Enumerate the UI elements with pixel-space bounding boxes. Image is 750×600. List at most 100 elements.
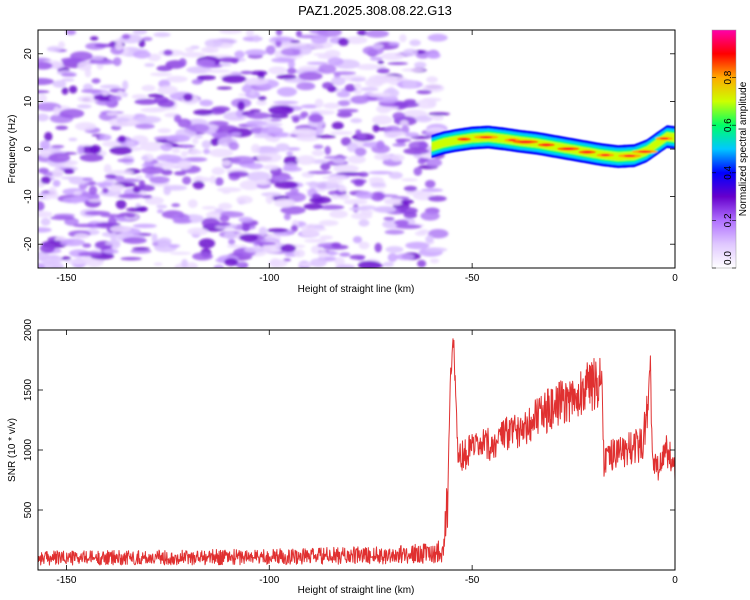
spectrogram-noise-cell [358,219,370,227]
spectrogram-noise-cell [259,122,283,127]
spectrogram-noise-cell [169,251,192,255]
spectrogram-noise-cell [150,72,172,77]
spectrogram-noise-cell [290,224,298,232]
spectrogram-noise-cell [68,137,78,142]
spectrogram-noise-cell [372,124,380,133]
spectrogram-noise-cell [229,156,256,165]
spectrogram-noise-cell [388,41,400,46]
spectrogram-noise-cell [55,125,68,130]
spectrogram-noise-cell [104,241,120,246]
spectrogram-noise-cell [357,260,382,268]
spectrogram-noise-cell [317,126,324,135]
spectrogram-noise-cell [89,144,102,154]
spectrogram-noise-cell [238,216,254,223]
spectrogram-noise-cell [192,137,199,145]
spectrogram-noise-cell [405,241,430,250]
spectrogram-noise-cell [337,185,347,192]
spectrogram-noise-cell [219,30,243,34]
spectrogram-noise-cell [121,34,131,40]
spectrogram-signal-peak [623,154,636,157]
spectrogram-noise-cell [102,187,109,194]
spectrogram-noise-cell [222,190,231,194]
spectrogram-noise-cell [339,252,351,257]
spectrogram-noise-cell [51,265,59,268]
spectrogram-noise-cell [196,59,216,68]
spectrogram-noise-cell [49,254,59,261]
spectrogram-noise-cell [348,207,369,211]
spectrogram-noise-cell [306,227,327,231]
spectrogram-noise-cell [331,76,346,86]
spectrogram-noise-cell [318,220,339,226]
spectrogram-noise-cell [384,229,405,235]
spectrogram-noise-cell [115,42,124,51]
snr-panel: -150 -100 -50 0 500 1000 1500 2000 Height of s… [7,318,678,596]
spectrogram-noise-cell [40,176,51,184]
x-tick-label: -50 [465,273,480,284]
spectrogram-noise-cell [134,98,158,105]
spectrogram-signal-layer [431,125,675,168]
spectrogram-noise-cell [388,171,403,179]
spectrogram-noise-cell [317,64,337,74]
spectrogram-noise-cell [178,58,187,67]
spectrogram-noise-cell [227,244,240,248]
spectrogram-noise-cell [118,135,126,143]
spectrogram-noise-cell [258,226,268,236]
spectrogram-noise-cell [48,186,57,196]
spectrogram-noise-cell [201,140,212,149]
spectrogram-noise-cell [241,84,253,93]
spectrogram-noise-cell [271,57,295,63]
spectrogram-noise-cell [335,264,354,268]
spectrogram-noise-cell [254,241,277,246]
spectrogram-noise-cell [414,61,427,69]
spectrogram-noise-cell [110,231,118,242]
spectrogram-signal-peak [508,139,517,142]
spectrogram-noise-cell [108,170,134,175]
spectrogram-noise-cell [77,61,92,71]
colorbar-tick-label: 0.6 [723,118,734,132]
spectrogram-noise-cell [141,36,153,42]
spectrogram-noise-cell [217,57,240,63]
spectrogram-noise-cell [268,66,287,75]
spectrogram-noise-cell [403,147,430,155]
spectrogram-noise-cell [375,75,398,82]
spectrogram-noise-cell [156,154,182,162]
spectrogram-noise-cell [318,204,345,210]
spectrogram-noise-cell [183,93,193,102]
spectrogram-noise-cell [255,179,271,186]
spectrogram-signal-peak [638,150,652,153]
spectrogram-noise-cell [373,153,392,161]
spectrogram-noise-cell [218,202,233,210]
spectrogram-noise-cell [39,243,55,254]
spectrogram-noise-cell [48,152,71,163]
spectrogram-noise-cell [77,145,85,155]
spectrogram-noise-cell [280,244,297,253]
spectrogram-noise-cell [357,30,368,36]
spectrogram-noise-cell [295,134,320,142]
spectrogram-noise-cell [281,166,303,172]
spectrogram-noise-cell [246,30,254,37]
spectrogram-noise-cell [221,159,232,167]
spectrogram-noise-cell [426,52,441,59]
spectrogram-noise-cell [240,70,253,75]
spectrogram-noise-cell [326,251,339,255]
spectrogram-noise-cell [392,112,406,121]
spectrogram-noise-cell [50,150,66,154]
spectrogram-noise-cell [135,175,143,180]
spectrogram-noise-cell [204,39,223,48]
spectrogram-noise-cell [157,85,178,95]
spectrogram-noise-cell [61,256,72,261]
spectrogram-noise-cell [298,71,323,81]
spectrogram-noise-cell [234,50,245,59]
spectrogram-noise-cell [187,227,208,236]
spectrogram-noise-cell [365,30,389,38]
spectrogram-noise-cell [422,83,445,93]
spectrogram-noise-cell [74,122,97,131]
spectrogram-signal-peak [519,140,532,143]
spectrogram-noise-cell [290,40,301,44]
spectrogram-noise-cell [228,171,249,178]
spectrogram-noise-cell [300,111,309,118]
spectrogram-noise-cell [399,120,409,127]
spectrogram-noise-cell [360,87,379,92]
spectrogram-noise-cell [73,191,83,196]
spectrogram-noise-cell [353,179,365,187]
